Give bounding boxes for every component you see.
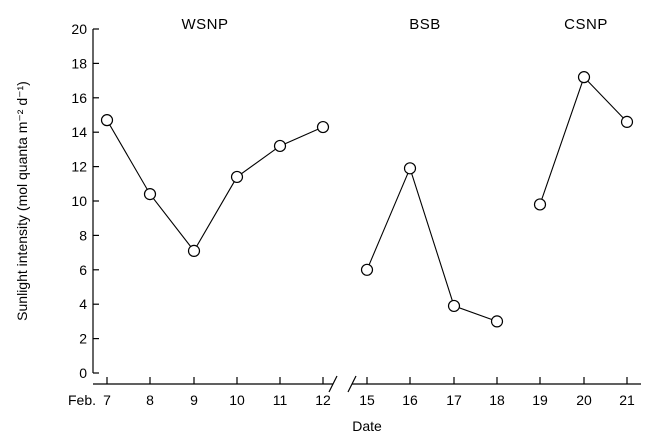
y-tick-label: 10 [71,193,87,209]
data-point-wsnp [316,120,330,134]
y-tick-label: 4 [79,296,87,312]
axis-break-mark [328,375,338,393]
series-line-wsnp [106,119,324,252]
x-tick-label: 10 [229,392,245,408]
data-point-csnp [620,115,634,128]
data-point-wsnp [273,139,287,153]
x-tick-label: 18 [489,392,505,408]
data-point-wsnp [100,114,114,127]
axis-break-mark [347,375,357,393]
y-tick-label: 6 [79,262,87,278]
x-tick-label: 12 [315,392,331,408]
data-point-bsb [403,162,417,175]
y-tick-label: 8 [79,227,87,243]
y-tick-label: 2 [79,331,87,347]
series-label-bsb: BSB [409,16,441,33]
x-tick-label: 8 [146,392,154,408]
data-point-bsb [490,315,504,328]
data-point-csnp [577,71,591,84]
series-line-bsb [366,166,498,322]
series-line-csnp [539,76,628,205]
data-point-csnp [533,198,547,211]
x-tick-label: 17 [446,392,462,408]
y-axis: 0 2 4 6 8 10 12 14 16 18 20 [71,21,99,381]
x-tick-label: 19 [532,392,548,408]
x-tick-label: 20 [576,392,592,408]
x-tick-label: 15 [359,392,375,408]
x-tick-label: 9 [190,392,198,408]
y-tick-label: 16 [71,90,87,106]
data-point-wsnp [143,188,157,201]
y-tick-label: 0 [79,365,87,381]
y-tick-label: 20 [71,21,87,37]
series-label-wsnp: WSNP [182,16,229,33]
x-axis-month-prefix: Feb. [68,392,96,408]
x-tick-label: 16 [402,392,418,408]
data-point-wsnp [230,170,244,184]
labels-layer: Sunlight intensity (mol quanta m⁻² d⁻¹) D… [14,16,608,434]
x-tick-label: 7 [103,392,111,408]
data-point-bsb [360,263,374,276]
data-point-bsb [447,299,461,313]
y-tick-label: 12 [71,159,87,175]
data-point-wsnp [187,244,201,257]
x-axis-title: Date [352,418,382,434]
y-tick-label: 18 [71,55,87,71]
series-label-csnp: CSNP [564,16,608,33]
y-tick-label: 14 [71,124,87,140]
x-tick-label: 21 [619,392,635,408]
series-layer [100,71,634,328]
x-tick-label: 11 [273,392,288,408]
y-axis-title: Sunlight intensity (mol quanta m⁻² d⁻¹) [14,81,30,321]
x-axis: 7 8 9 10 11 12 15 16 17 18 19 20 21 Feb. [68,375,641,408]
